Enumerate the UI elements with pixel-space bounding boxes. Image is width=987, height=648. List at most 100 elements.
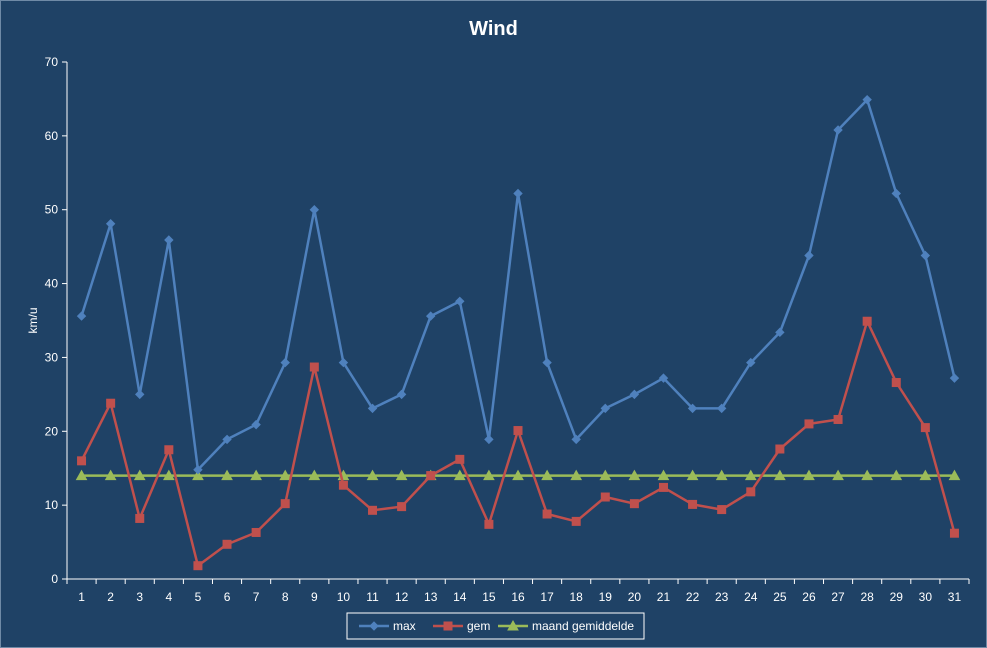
data-point-max <box>426 311 436 321</box>
legend-label-gem: gem <box>467 619 490 633</box>
data-point-maand-gemiddelde <box>366 469 379 481</box>
data-point-gem <box>513 426 523 436</box>
data-point-gem <box>775 444 785 454</box>
x-tick-label: 11 <box>366 590 379 604</box>
chart-title: Wind <box>469 18 518 40</box>
data-point-maand-gemiddelde <box>75 469 88 481</box>
data-point-gem <box>688 499 698 509</box>
y-tick-label: 40 <box>45 277 59 291</box>
data-point-gem <box>135 513 145 523</box>
data-point-max <box>455 296 465 307</box>
data-point-gem <box>426 471 436 481</box>
data-point-maand-gemiddelde <box>832 469 844 481</box>
data-point-max <box>367 403 378 414</box>
data-point-maand-gemiddelde <box>628 469 641 481</box>
x-tick-label: 9 <box>311 590 318 604</box>
data-point-max <box>804 250 814 261</box>
data-point-gem <box>397 502 407 512</box>
x-tick-label: 28 <box>860 590 874 604</box>
data-point-gem <box>222 539 232 549</box>
data-point-gem <box>106 398 116 408</box>
x-tick-label: 30 <box>919 590 933 604</box>
legend-label-maand-gemiddelde: maand gemiddelde <box>532 619 634 633</box>
x-tick-label: 14 <box>453 590 467 604</box>
series-gem <box>77 316 959 571</box>
data-point-max <box>746 357 756 368</box>
x-tick-label: 20 <box>628 590 642 604</box>
x-tick-label: 29 <box>890 590 904 604</box>
data-point-max <box>280 357 290 368</box>
x-tick-label: 23 <box>715 590 729 604</box>
x-tick-label: 13 <box>424 590 438 604</box>
x-tick-label: 2 <box>107 590 114 604</box>
data-point-max <box>629 389 640 400</box>
data-point-max <box>949 373 960 383</box>
legend-label-max: max <box>393 619 416 633</box>
data-point-max <box>396 389 407 400</box>
data-point-maand-gemiddelde <box>686 469 699 481</box>
data-point-maand-gemiddelde <box>512 469 524 481</box>
x-tick-label: 10 <box>337 590 351 604</box>
legend-marker-gem <box>443 621 453 631</box>
x-tick-label: 6 <box>224 590 231 604</box>
data-point-maand-gemiddelde <box>192 469 204 481</box>
x-tick-label: 21 <box>657 590 671 604</box>
x-tick-label: 5 <box>195 590 202 604</box>
data-point-gem <box>484 519 494 529</box>
legend-marker-maand-gemiddelde <box>507 619 519 631</box>
legend: max gem maand gemiddelde <box>346 612 645 640</box>
data-point-max <box>571 434 581 445</box>
data-point-gem <box>746 487 756 497</box>
x-tick-label: 19 <box>599 590 613 604</box>
x-tick-label: 4 <box>165 590 172 604</box>
y-tick-label: 70 <box>45 55 59 69</box>
data-point-max <box>309 205 320 215</box>
data-point-maand-gemiddelde <box>308 469 321 481</box>
data-point-maand-gemiddelde <box>133 469 146 481</box>
data-point-gem <box>338 480 348 490</box>
data-point-maand-gemiddelde <box>657 469 670 481</box>
data-point-maand-gemiddelde <box>221 469 233 481</box>
legend-box <box>346 612 645 640</box>
data-point-gem <box>193 561 203 571</box>
data-point-gem <box>833 414 843 424</box>
data-point-gem <box>920 423 930 433</box>
x-tick-label: 15 <box>482 590 496 604</box>
x-tick-label: 26 <box>802 590 816 604</box>
data-point-gem <box>164 445 174 455</box>
data-point-maand-gemiddelde <box>774 469 786 481</box>
data-point-maand-gemiddelde <box>162 469 175 481</box>
x-tick-label: 27 <box>831 590 845 604</box>
data-point-maand-gemiddelde <box>104 469 117 481</box>
data-point-max <box>687 403 698 414</box>
data-point-gem <box>542 509 552 519</box>
data-point-max <box>338 357 349 368</box>
data-point-gem <box>280 499 290 509</box>
x-tick-label: 25 <box>773 590 787 604</box>
legend-marker-max <box>369 621 379 631</box>
data-point-max <box>600 403 610 414</box>
data-point-gem <box>629 499 639 509</box>
y-axis-label: km/u <box>26 307 40 333</box>
series-line-max <box>80 98 956 471</box>
data-point-maand-gemiddelde <box>919 469 932 481</box>
data-point-max <box>164 235 174 245</box>
data-point-max <box>513 188 523 199</box>
y-tick-label: 60 <box>45 129 59 143</box>
series-line-gem <box>80 319 956 567</box>
data-point-gem <box>600 492 610 502</box>
data-point-max <box>862 94 872 105</box>
x-tick-label: 3 <box>136 590 143 604</box>
data-point-maand-gemiddelde <box>599 469 612 481</box>
data-point-maand-gemiddelde <box>570 469 583 481</box>
data-point-max <box>833 125 843 135</box>
data-point-max <box>193 464 203 475</box>
series-max <box>76 94 960 475</box>
data-point-gem <box>862 316 872 326</box>
data-point-maand-gemiddelde <box>803 469 815 481</box>
x-tick-label: 12 <box>395 590 409 604</box>
data-point-maand-gemiddelde <box>861 469 874 481</box>
data-point-maand-gemiddelde <box>948 469 961 481</box>
